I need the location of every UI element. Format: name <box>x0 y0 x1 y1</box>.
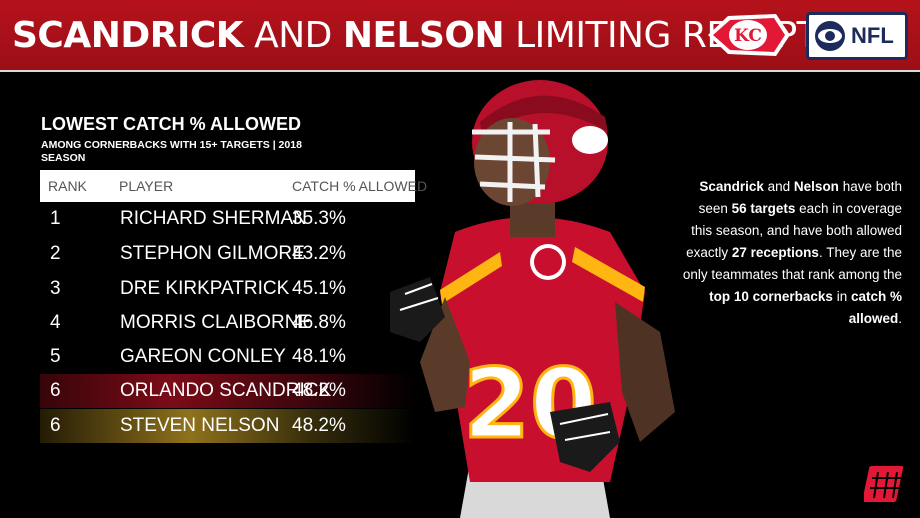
rank-cell: 6 <box>50 380 61 401</box>
player-cell: ORLANDO SCANDRICK <box>120 380 332 401</box>
blurb-text: . They are the only teammates that rank … <box>682 245 902 282</box>
catch-pct-cell: 46.8% <box>292 312 346 333</box>
blurb-text: have both seen <box>698 179 902 216</box>
blurb-receptions: 27 receptions <box>731 245 819 260</box>
table-row: 1 RICHARD SHERMAN 35.3% <box>40 202 415 236</box>
player-cell: RICHARD SHERMAN <box>120 208 307 229</box>
rank-cell: 4 <box>50 312 61 333</box>
blurb-nelson: Nelson <box>793 179 839 194</box>
rank-cell: 6 <box>50 415 61 436</box>
blurb-scandrick: Scandrick <box>699 179 764 194</box>
svg-text:20: 20 <box>463 348 597 460</box>
title-scandrick: SCANDRICK <box>12 15 244 56</box>
table-row: 4 MORRIS CLAIBORNE 46.8% <box>40 306 415 340</box>
blurb-text: each in coverage this season, and have b… <box>686 201 902 260</box>
nfl-text: NFL <box>851 23 894 48</box>
column-header-catch-pct: CATCH % ALLOWED <box>292 178 428 194</box>
cbs-nfl-logo: NFL <box>806 12 908 60</box>
column-header-rank: RANK <box>48 178 87 194</box>
catch-pct-cell: 35.3% <box>292 208 346 229</box>
catch-pct-cell: 48.2% <box>292 415 346 436</box>
title-nelson: NELSON <box>342 15 505 56</box>
catch-pct-cell: 48.2% <box>292 380 346 401</box>
table-header: RANK PLAYER CATCH % ALLOWED <box>40 170 427 202</box>
player-photo: 20 <box>390 80 675 518</box>
table-row: 5 GAREON CONLEY 48.1% <box>40 340 415 374</box>
blurb-catch-pct: catch % allowed <box>848 289 902 326</box>
description-text: Scandrick and Nelson have both seen 56 t… <box>680 176 902 330</box>
rank-cell: 2 <box>50 243 61 264</box>
table-subtitle: AMONG CORNERBACKS WITH 15+ TARGETS | 201… <box>41 139 302 164</box>
blurb-text: in <box>832 289 851 304</box>
column-header-player: PLAYER <box>119 178 174 194</box>
player-cell: STEPHON GILMORE <box>120 243 305 264</box>
player-cell: DRE KIRKPATRICK <box>120 278 290 299</box>
catch-pct-cell: 45.1% <box>292 278 346 299</box>
title-and: AND <box>243 15 343 56</box>
svg-text:KC: KC <box>734 26 762 46</box>
table-row: 3 DRE KIRKPATRICK 45.1% <box>40 272 415 306</box>
blurb-text: . <box>898 311 902 326</box>
cbs-eye-icon <box>815 21 845 51</box>
blurb-text: and <box>763 179 794 194</box>
table-row-highlight-scandrick: 6 ORLANDO SCANDRICK 48.2% <box>40 374 415 408</box>
player-cell: MORRIS CLAIBORNE <box>120 312 312 333</box>
rank-cell: 5 <box>50 346 61 367</box>
table-title: LOWEST CATCH % ALLOWED <box>41 114 301 134</box>
player-cell: GAREON CONLEY <box>120 346 286 367</box>
header-banner: SCANDRICK AND NELSON LIMITING RECEPTIONS… <box>0 0 920 72</box>
rank-cell: 1 <box>50 208 61 229</box>
table-row-highlight-nelson: 6 STEVEN NELSON 48.2% <box>40 409 415 443</box>
rank-cell: 3 <box>50 278 61 299</box>
catch-pct-cell: 48.1% <box>292 346 346 367</box>
blurb-targets: 56 targets <box>731 201 796 216</box>
catch-pct-cell: 43.2% <box>292 243 346 264</box>
chiefs-logo: KC <box>708 14 790 56</box>
blurb-top10: top 10 cornerbacks <box>709 289 833 304</box>
table-row: 2 STEPHON GILMORE 43.2% <box>40 237 415 271</box>
pff-logo <box>864 466 904 502</box>
player-cell: STEVEN NELSON <box>120 415 280 436</box>
